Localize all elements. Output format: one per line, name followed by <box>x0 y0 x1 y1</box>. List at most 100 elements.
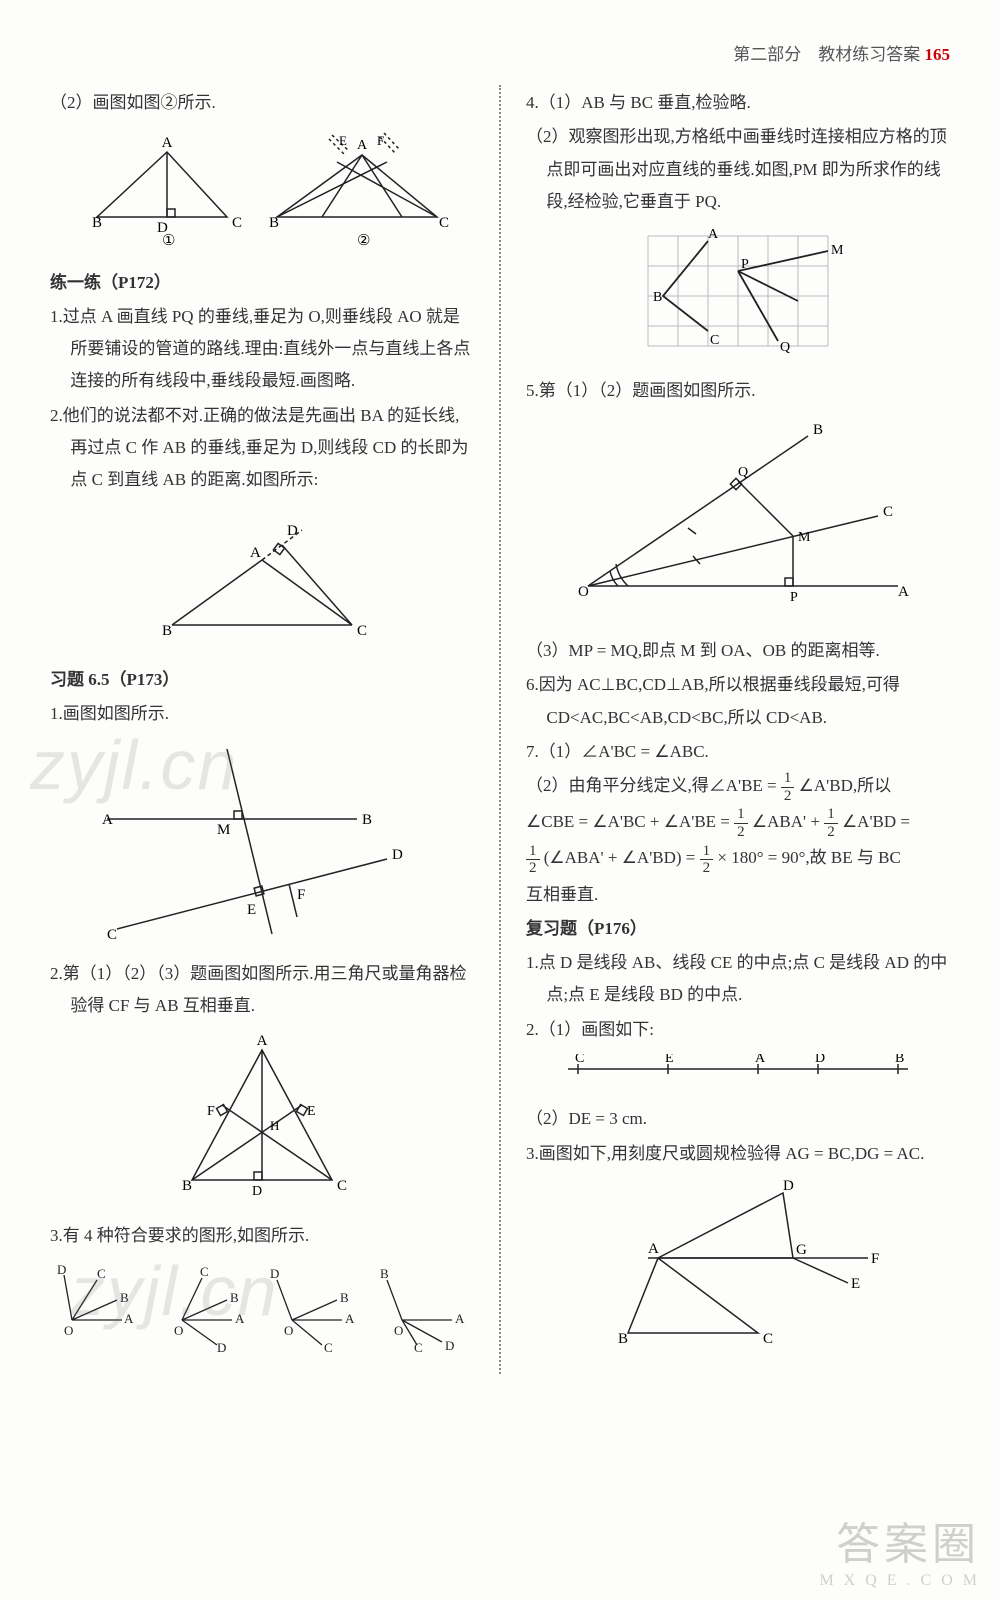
svg-fig3: A B C D E F M <box>97 739 427 939</box>
frac-2: 12 <box>734 806 748 840</box>
a-B: B <box>813 422 823 438</box>
ln-C: C <box>575 1054 584 1066</box>
lbl-B2: B <box>269 215 279 231</box>
q7b-pre: （2）由角平分线定义,得∠A'BE = <box>526 776 781 795</box>
f5d-A: A <box>455 1311 465 1326</box>
g-B: B <box>653 290 662 305</box>
g-Q: Q <box>780 340 790 355</box>
frac-1: 12 <box>781 770 795 804</box>
f3-C: C <box>107 927 117 939</box>
f5a-D: D <box>57 1262 66 1277</box>
r-q4a: 4.（1）AB 与 BC 垂直,检验略. <box>526 87 950 119</box>
f4-E: E <box>307 1104 316 1119</box>
f3-F: F <box>297 887 305 903</box>
g-P: P <box>741 257 749 272</box>
lbl-C2: C <box>439 215 449 231</box>
q7b-2c: ∠A'BD = <box>842 812 910 831</box>
figure-q5: zyjl.cn <box>50 1260 474 1366</box>
r-r3: 3.画图如下,用刻度尺或圆规检验得 AG = BC,DG = AC. <box>526 1138 950 1170</box>
r-q7a: 7.（1）∠A'BC = ∠ABC. <box>526 736 950 768</box>
sec-ex65: 习题 6.5（P173） <box>50 664 474 696</box>
f3-A: A <box>102 812 113 828</box>
a-P: P <box>790 590 798 605</box>
g-C: C <box>710 333 719 348</box>
lbl-A2: A <box>357 138 368 153</box>
r-q4b: （2）观察图形出现,方格纸中画垂线时连接相应方格的顶点即可画出对应直线的垂线.如… <box>526 121 950 218</box>
ln-E: E <box>665 1054 674 1066</box>
svg-fig5: O A B C D O A B C D O A B C D <box>52 1260 472 1355</box>
lbl-n2: ② <box>357 233 370 247</box>
f3-D: D <box>392 847 403 863</box>
svg-line: C E A D B <box>548 1054 928 1084</box>
r-q6: 6.因为 AC⊥BC,CD⊥AB,所以根据垂线段最短,可得 CD<AC,BC<A… <box>526 669 950 734</box>
figure-angle: O A B C M P Q <box>526 416 950 627</box>
f5a-A: A <box>124 1311 134 1326</box>
ln-D: D <box>815 1054 825 1066</box>
sec-review: 复习题（P176） <box>526 913 950 945</box>
svg-tri-final: A B C D E F G <box>588 1178 888 1348</box>
f4-D: D <box>252 1184 262 1199</box>
f5c-D: D <box>270 1266 279 1281</box>
f4-C: C <box>337 1178 347 1194</box>
figure-grid: A B C M P Q <box>526 226 950 367</box>
r-r2a: 2.（1）画图如下: <box>526 1014 950 1046</box>
q7b-mid1: ∠A'BD,所以 <box>799 776 891 795</box>
f2-C: C <box>357 623 367 639</box>
f5d-D: D <box>445 1338 454 1353</box>
f5d-O: O <box>394 1323 403 1338</box>
lbl-A: A <box>162 135 173 151</box>
left-q1: 1.过点 A 画直线 PQ 的垂线,垂足为 O,则垂线段 AO 就是所要铺设的管… <box>50 301 474 398</box>
f4-H: H <box>270 1118 279 1133</box>
f5b-C: C <box>200 1264 209 1279</box>
f4-B: B <box>182 1178 192 1194</box>
f5c-A: A <box>345 1311 355 1326</box>
f5d-B: B <box>380 1266 389 1281</box>
r-q7b-line3: 12 (∠ABA' + ∠A'BD) = 12 × 180° = 90°,故 B… <box>526 842 950 876</box>
f5d-C: C <box>414 1340 423 1355</box>
f5b-B: B <box>230 1290 239 1305</box>
lbl-C: C <box>232 215 242 231</box>
lbl-F: F <box>377 133 384 148</box>
f4-F: F <box>207 1104 215 1119</box>
f5b-D: D <box>217 1340 226 1355</box>
g-A: A <box>708 227 719 242</box>
r-q7b-line2: ∠CBE = ∠A'BC + ∠A'BE = 12 ∠ABA' + 12 ∠A'… <box>526 806 950 840</box>
left-q4: 2.第（1）（2）（3）题画图如图所示.用三角尺或量角器检验得 CF 与 AB … <box>50 958 474 1023</box>
lbl-E: E <box>339 133 347 148</box>
figure-triangles-1-2: A B C D ① A <box>50 127 474 258</box>
page: 第二部分 教材练习答案 165 （2）画图如图②所示. A B C D ① <box>0 0 1000 1600</box>
r-q7b-line1: （2）由角平分线定义,得∠A'BE = 12 ∠A'BD,所以 <box>526 770 950 804</box>
g-M: M <box>831 243 844 258</box>
svg-grid: A B C M P Q <box>628 226 848 356</box>
f5a-C: C <box>97 1266 106 1281</box>
page-number: 165 <box>925 45 951 64</box>
lbl-B: B <box>92 215 102 231</box>
f5c-C: C <box>324 1340 333 1355</box>
ln-A: A <box>755 1054 766 1066</box>
figure-q3: zyjl.cn A B C D E F M <box>50 739 474 950</box>
t-C: C <box>763 1331 773 1347</box>
sec-practice: 练一练（P172） <box>50 267 474 299</box>
header: 第二部分 教材练习答案 165 <box>50 40 950 65</box>
t-D: D <box>783 1178 794 1194</box>
ln-B: B <box>895 1054 904 1066</box>
t-E: E <box>851 1276 860 1292</box>
column-divider <box>499 85 501 1374</box>
columns: （2）画图如图②所示. A B C D ① <box>50 85 950 1374</box>
f5c-O: O <box>284 1323 293 1338</box>
f3-B: B <box>362 812 372 828</box>
r-q7b-end: 互相垂直. <box>526 879 950 911</box>
f2-A: A <box>250 545 261 561</box>
svg-fig1: A B C D ① A <box>67 127 457 247</box>
f5a-B: B <box>120 1290 129 1305</box>
q7b-3a: (∠ABA' + ∠A'BD) = <box>544 848 700 867</box>
r-q5: 5.第（1）（2）题画图如图所示. <box>526 375 950 407</box>
figure-q2: A B C D <box>50 505 474 656</box>
figure-tri-final: A B C D E F G <box>526 1178 950 1359</box>
r-r1: 1.点 D 是线段 AB、线段 CE 的中点;点 C 是线段 AD 的中点;点 … <box>526 947 950 1012</box>
header-part: 第二部分 教材练习答案 <box>733 45 920 64</box>
left-q3: 1.画图如图所示. <box>50 698 474 730</box>
a-A: A <box>898 584 909 600</box>
a-C: C <box>883 504 893 520</box>
t-B: B <box>618 1331 628 1347</box>
